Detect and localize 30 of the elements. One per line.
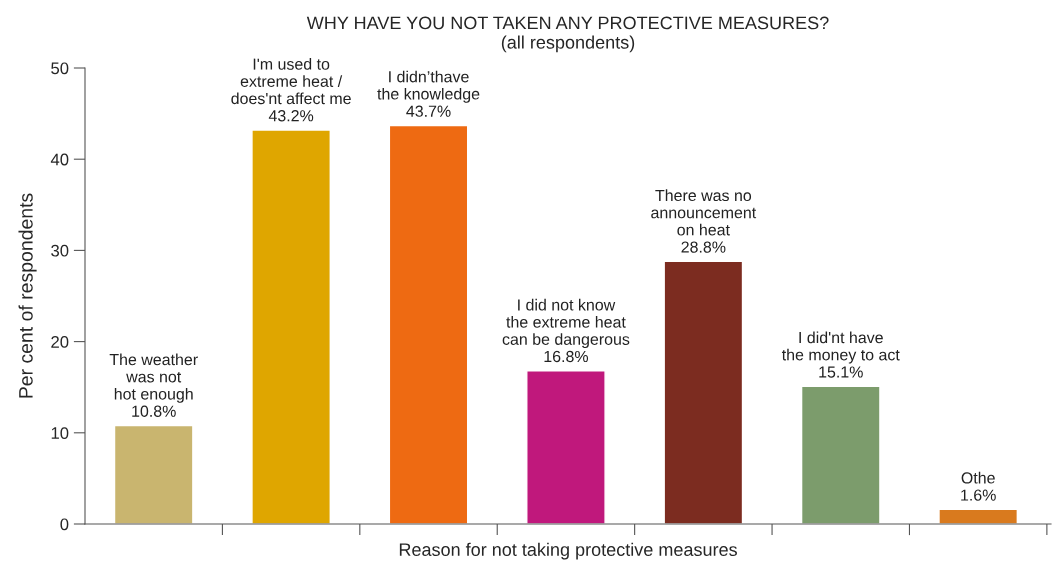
bar bbox=[663, 260, 744, 524]
y-axis-title: Per cent of respondents bbox=[18, 193, 37, 398]
bar bbox=[800, 385, 881, 524]
x-tick-label: I didn’thave the knowledge bbox=[377, 70, 480, 103]
x-tick-label: I'm used to extreme heat / does'nt affect me bbox=[231, 58, 351, 105]
bar bbox=[526, 370, 606, 524]
data-label: 43.2% bbox=[268, 110, 314, 122]
x-axis-title: Reason for not taking protective measures bbox=[399, 542, 737, 560]
bar bbox=[938, 508, 1019, 524]
x-tick-label: There was no announcement on heat bbox=[651, 189, 757, 236]
y-tick-label: 40 bbox=[50, 153, 69, 166]
data-label: 10.8% bbox=[132, 405, 176, 417]
data-label: 16.8% bbox=[544, 350, 589, 363]
data-label: 1.6% bbox=[961, 489, 996, 501]
chart-title: WHY HAVE YOU NOT TAKEN ANY PROTECTIVE MEASURES? (all respondents) bbox=[306, 16, 829, 53]
data-label: 15.1% bbox=[819, 366, 863, 378]
x-tick-label: I did not know the extreme heat can be dangerous bbox=[502, 298, 630, 349]
y-tick-label: 0 bbox=[60, 518, 69, 531]
bar bbox=[388, 124, 469, 524]
y-tick-label: 50 bbox=[51, 62, 69, 75]
bar bbox=[251, 129, 331, 524]
y-tick-label: 30 bbox=[51, 244, 69, 257]
bar bbox=[113, 424, 194, 524]
data-label: 28.8% bbox=[681, 241, 726, 253]
y-tick-label: 10 bbox=[51, 427, 69, 439]
x-tick-label: I did'nt have the money to act bbox=[781, 331, 900, 364]
y-tick-label: 20 bbox=[51, 336, 69, 348]
x-tick-label: Othe bbox=[961, 471, 995, 484]
data-label: 43.7% bbox=[406, 105, 451, 117]
x-tick-label: The weather was not hot enough bbox=[109, 353, 198, 403]
